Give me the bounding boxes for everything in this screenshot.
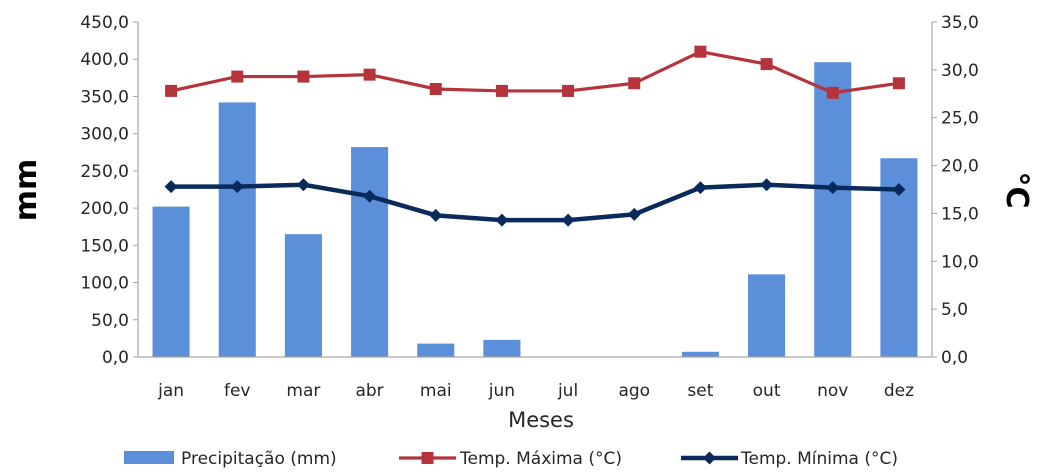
- temp-min-point-fev: [230, 180, 244, 194]
- right-tick-label: 5,0: [941, 300, 968, 320]
- left-axis-ticks: 0,0 50,0 100,0 150,0 200,0 250,0 300,0 350,0 400…: [80, 13, 138, 368]
- temp-max-point-dez: [892, 77, 905, 90]
- right-tick-label: 35,0: [941, 13, 979, 33]
- x-tick-label-jul: jul: [557, 381, 578, 401]
- bar-fev: [218, 102, 256, 358]
- temp-max-point-jul: [562, 84, 575, 97]
- right-tick-label: 20,0: [941, 157, 979, 177]
- temp-max-point-set: [694, 45, 707, 58]
- temp-max-point-out: [760, 58, 773, 71]
- right-tick-label: 30,0: [941, 61, 979, 81]
- x-tick-label-abr: abr: [355, 381, 383, 401]
- temp-max-point-jun: [495, 84, 508, 97]
- bar-jan: [152, 206, 190, 357]
- temp-min-point-jul: [561, 213, 575, 227]
- temperature-lines: [164, 45, 906, 227]
- right-tick-label: 15,0: [941, 204, 979, 224]
- temp-min-point-jun: [495, 213, 509, 227]
- left-tick-label: 450,0: [80, 13, 129, 33]
- temp-min-point-mai: [429, 208, 443, 222]
- x-tick-label-fev: fev: [224, 381, 251, 401]
- legend-swatch-precipitation: [124, 451, 174, 464]
- legend-label-temp-min: Temp. Mínima (°C): [740, 449, 898, 469]
- left-tick-label: 50,0: [91, 311, 129, 331]
- bar-set: [681, 351, 719, 357]
- left-tick-label: 100,0: [80, 274, 129, 294]
- bar-mai: [417, 343, 455, 357]
- left-tick-label: 150,0: [80, 236, 129, 256]
- bar-out: [748, 274, 786, 357]
- right-axis-ticks: 0,0 5,0 10,0 15,0 20,0 25,0 30,0 35,0: [932, 13, 979, 368]
- legend-label-temp-max: Temp. Máxima (°C): [459, 449, 622, 469]
- right-tick-label: 0,0: [941, 348, 968, 368]
- left-tick-label: 350,0: [80, 87, 129, 107]
- temp-min-point-out: [760, 178, 774, 192]
- temp-max-point-nov: [826, 86, 839, 99]
- x-axis-title: Meses: [508, 408, 574, 432]
- left-tick-label: 400,0: [80, 50, 129, 70]
- temp-min-point-abr: [363, 189, 377, 203]
- x-tick-label-mai: mai: [420, 381, 452, 401]
- left-tick-label: 300,0: [80, 125, 129, 145]
- legend-label-precipitation: Precipitação (mm): [181, 449, 337, 469]
- temp-max-point-abr: [363, 68, 376, 81]
- bar-abr: [351, 147, 389, 357]
- x-tick-label-jun: jun: [488, 381, 515, 401]
- right-axis-title: °C: [999, 171, 1034, 208]
- temp-min-line: [171, 182, 899, 223]
- axes: [137, 22, 933, 358]
- temp-max-point-ago: [628, 77, 641, 90]
- legend-swatch-temp-max-marker: [421, 452, 434, 464]
- bar-mar: [284, 234, 322, 357]
- temp-max-point-mai: [429, 83, 442, 95]
- left-tick-label: 200,0: [80, 199, 129, 219]
- temp-min-point-nov: [826, 181, 840, 195]
- temp-min-point-dez: [892, 183, 906, 196]
- bar-nov: [814, 62, 852, 357]
- left-tick-label: 250,0: [80, 162, 129, 182]
- left-axis-title: mm: [9, 159, 44, 222]
- temp-max-line: [170, 50, 900, 95]
- right-tick-label: 25,0: [941, 109, 979, 129]
- temp-max-point-fev: [231, 70, 244, 83]
- bar-jun: [483, 339, 521, 357]
- x-tick-label-ago: ago: [618, 381, 650, 401]
- x-tick-label-mar: mar: [286, 381, 320, 401]
- temp-min-point-mar: [296, 178, 310, 192]
- x-tick-label-out: out: [753, 381, 781, 401]
- precipitation-bars: [152, 62, 918, 358]
- x-tick-label-dez: dez: [884, 381, 914, 401]
- x-tick-label-jan: jan: [157, 381, 184, 401]
- x-axis-ticks: jan fev mar abr mai jun jul ago set out nov dez: [157, 381, 914, 401]
- x-tick-label-nov: nov: [817, 381, 848, 401]
- temp-min-point-jan: [164, 180, 178, 194]
- legend: Precipitação (mm) Temp. Máxima (°C) Temp. …: [124, 449, 898, 469]
- right-tick-label: 10,0: [941, 252, 979, 272]
- temp-min-point-set: [693, 181, 707, 195]
- temp-min-point-ago: [627, 207, 641, 221]
- legend-swatch-temp-min-marker: [703, 451, 716, 465]
- temp-max-point-jan: [165, 84, 178, 97]
- temp-max-point-mar: [297, 70, 310, 83]
- x-tick-label-set: set: [687, 381, 713, 401]
- left-tick-label: 0,0: [102, 348, 129, 368]
